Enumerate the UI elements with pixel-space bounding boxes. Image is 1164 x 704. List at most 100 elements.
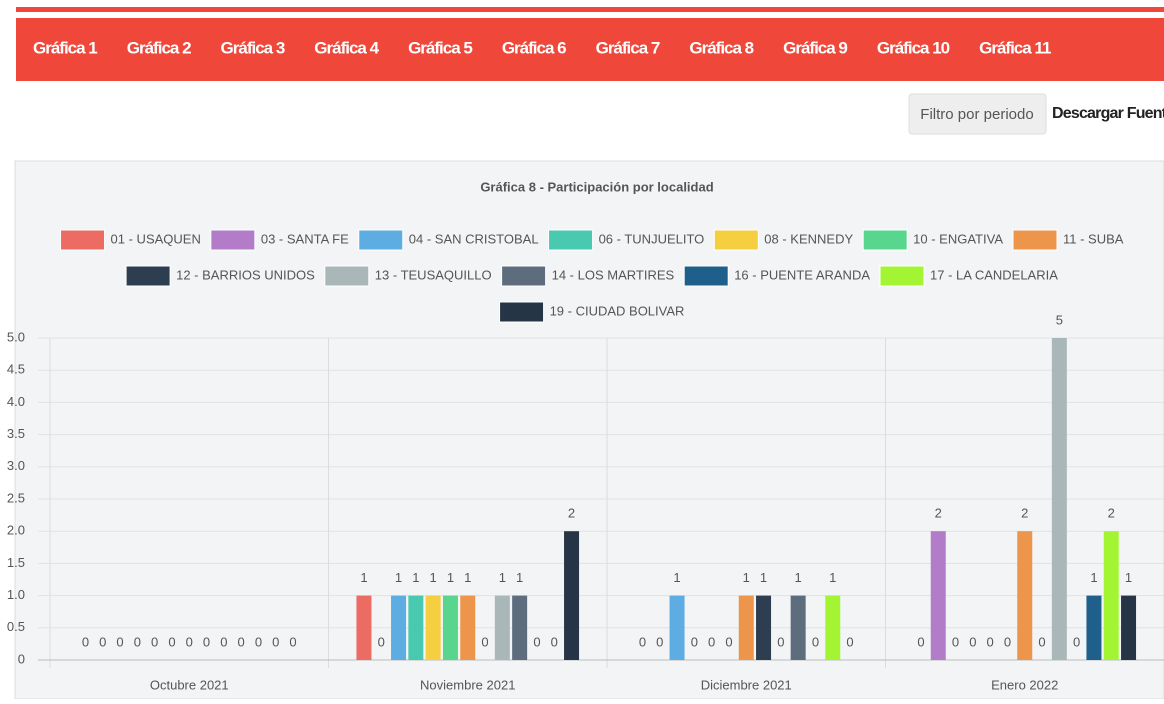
legend-swatch [499,301,545,323]
value-label: 0 [168,634,175,649]
nav-tab[interactable]: Gráfica 4 [314,38,380,57]
value-label: 0 [1038,634,1045,649]
value-label: 0 [99,634,106,649]
value-label: 1 [499,570,506,585]
nav-tab[interactable]: Gráfica 7 [596,38,661,57]
nav-tab[interactable]: Gráfica 6 [502,38,567,57]
legend-label: 11 - SUBA [1063,231,1124,246]
value-label: 2 [568,506,575,521]
value-label: 1 [516,570,523,585]
bar [1017,531,1033,660]
nav-tab[interactable]: Gráfica 1 [33,38,98,57]
value-label: 1 [1125,570,1132,585]
y-tick-label: 0.5 [7,619,25,634]
x-tick-label: Noviembre 2021 [420,677,515,692]
y-tick-label: 1.0 [7,587,25,602]
legend-swatch [548,229,594,251]
value-label: 0 [481,634,488,649]
nav-tab[interactable]: Gráfica 9 [783,38,848,57]
bar [825,595,841,660]
nav-tab[interactable]: Gráfica 2 [127,38,192,57]
bar [930,531,946,660]
value-label: 0 [272,634,279,649]
value-label: 0 [812,634,819,649]
filter-button[interactable] [908,93,1047,135]
y-tick-label: 5.0 [7,329,25,344]
nav-bar [16,18,1164,81]
value-label: 0 [952,634,959,649]
legend-label: 08 - KENNEDY [764,231,853,246]
value-label: 1 [447,570,454,585]
filter-label: Filtro por periodo [920,106,1033,123]
value-label: 0 [987,634,994,649]
value-label: 0 [551,634,558,649]
value-label: 0 [134,634,141,649]
value-label: 0 [533,634,540,649]
y-tick-label: 0 [18,651,25,666]
bar [1103,531,1119,660]
legend-swatch [683,265,729,287]
nav-tab[interactable]: Gráfica 10 [877,38,951,57]
bar [408,595,424,660]
legend-label: 01 - USAQUEN [111,231,201,246]
legend-label: 06 - TUNJUELITO [599,231,705,246]
value-label: 1 [464,570,471,585]
legend-swatch [324,265,370,287]
legend-label: 19 - CIUDAD BOLIVAR [550,303,685,318]
legend-swatch [501,265,547,287]
value-label: 0 [203,634,210,649]
legend-swatch [60,229,106,251]
bar [494,595,510,660]
y-tick-label: 2.5 [7,490,25,505]
value-label: 0 [116,634,123,649]
legend-label: 17 - LA CANDELARIA [930,267,1058,282]
value-label: 5 [1056,312,1063,327]
y-tick-label: 4.5 [7,362,25,377]
value-label: 0 [289,634,296,649]
tabs: Gráfica 1 Gráfica 2 Gráfica 3 Gráfica 4 Gráf… [33,38,1052,57]
value-label: 0 [725,634,732,649]
bar [738,595,754,660]
value-label: 0 [186,634,193,649]
value-label: 1 [430,570,437,585]
value-label: 2 [1108,506,1115,521]
value-label: 0 [969,634,976,649]
chart-panel [14,160,1164,700]
value-label: 0 [1073,634,1080,649]
value-label: 1 [795,570,802,585]
bar [460,595,476,660]
nav-tab[interactable]: Gráfica 11 [979,38,1052,57]
legend-swatch [879,265,925,287]
legend-swatch [713,229,759,251]
value-label: 0 [255,634,262,649]
value-label: 1 [829,570,836,585]
nav-tab[interactable]: Gráfica 8 [689,38,754,57]
value-label: 0 [238,634,245,649]
chart: 01 - USAQUEN 03 - SANTA FE 04 - SAN CRISTO… [7,229,1164,692]
legend-swatch [1012,229,1058,251]
value-label: 0 [639,634,646,649]
legend-label: 12 - BARRIOS UNIDOS [176,267,315,282]
bar [1086,595,1102,660]
legend-swatch [210,229,256,251]
bar [669,595,685,660]
value-label: 0 [151,634,158,649]
value-label: 0 [708,634,715,649]
download-link[interactable]: Descargar Fuente [1052,105,1164,122]
value-label: 1 [1090,570,1097,585]
x-tick-label: Enero 2022 [991,677,1058,692]
y-tick-label: 4.0 [7,394,25,409]
nav-tab[interactable]: Gráfica 5 [408,38,473,57]
top-stripe [16,7,1164,12]
y-tick-label: 1.5 [7,555,25,570]
value-label: 1 [412,570,419,585]
bar [790,595,806,660]
bar [756,595,772,660]
value-label: 2 [935,506,942,521]
legend-swatch [862,229,908,251]
nav-tab[interactable]: Gráfica 3 [221,38,286,57]
value-label: 2 [1021,506,1028,521]
legend-label: 13 - TEUSAQUILLO [375,267,492,282]
